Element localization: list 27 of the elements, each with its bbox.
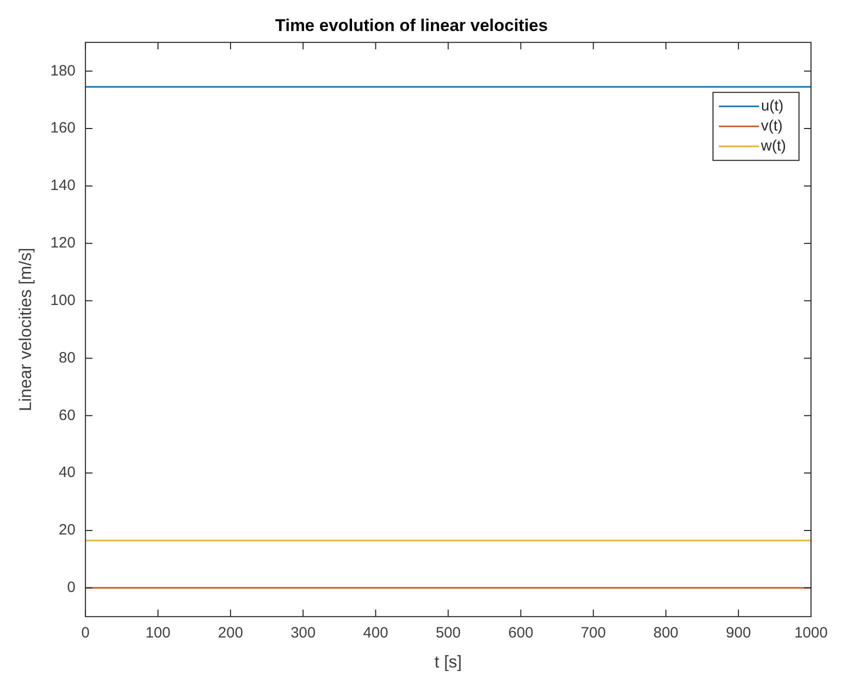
legend-label: w(t)	[760, 138, 786, 155]
y-tick-label: 120	[50, 234, 76, 252]
x-tick-label: 800	[653, 624, 678, 642]
x-tick-label: 600	[508, 624, 534, 642]
y-axis-title: Linear velocities [m/s]	[16, 248, 35, 412]
x-tick-label: 1000	[794, 624, 828, 642]
y-tick-label: 60	[58, 406, 76, 424]
x-tick-label: 900	[726, 624, 751, 642]
legend-label: v(t)	[761, 118, 783, 135]
y-tick-label: 40	[58, 464, 76, 482]
x-tick-label: 0	[81, 624, 90, 642]
legend-label: u(t)	[761, 98, 784, 115]
x-axis-title: t [s]	[434, 652, 462, 672]
x-tick-label: 300	[290, 624, 316, 642]
y-tick-label: 80	[58, 349, 76, 366]
y-tick-label: 0	[67, 579, 76, 596]
x-tick-label: 200	[218, 624, 244, 642]
x-tick-label: 400	[363, 624, 388, 642]
y-tick-label: 180	[50, 62, 76, 80]
x-tick-label: 700	[580, 624, 606, 642]
y-tick-label: 140	[50, 177, 76, 194]
x-tick-label: 500	[436, 624, 461, 642]
y-tick-label: 20	[58, 522, 76, 539]
y-tick-label: 160	[50, 120, 76, 137]
chart-title: Time evolution of linear velocities	[275, 16, 548, 35]
x-tick-label: 100	[145, 624, 170, 642]
y-tick-label: 100	[50, 292, 76, 309]
